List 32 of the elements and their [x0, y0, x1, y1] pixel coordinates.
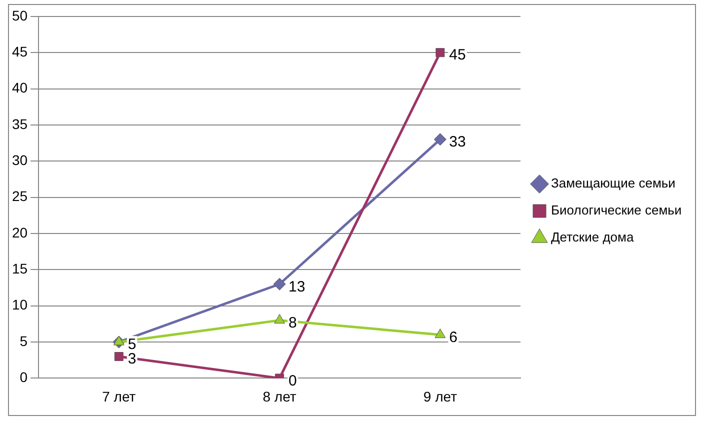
data-label: 13	[288, 278, 306, 296]
point	[113, 336, 124, 346]
point	[114, 352, 124, 361]
y-tick-label: 40	[12, 80, 28, 96]
legend-label: Замещающие семьи	[551, 176, 676, 191]
y-tick-label: 5	[20, 332, 28, 349]
data-label: 8	[288, 314, 297, 332]
y-tick-label: 10	[12, 296, 28, 313]
data-label: 3	[128, 350, 136, 368]
y-tick-label: 15	[12, 260, 28, 277]
point	[434, 328, 446, 338]
y-tick-label: 45	[12, 43, 28, 60]
data-label: 6	[449, 328, 458, 346]
data-label: 5	[128, 336, 136, 354]
x-tick-label: 7 лет	[102, 388, 136, 404]
x-tick-label: 9 лет	[423, 388, 458, 404]
data-label: 45	[449, 46, 466, 64]
y-tick-label: 25	[12, 188, 28, 204]
point	[434, 133, 446, 146]
y-tick-label: 50	[12, 7, 28, 24]
y-tick-label: 35	[12, 116, 28, 132]
point	[273, 278, 286, 290]
y-tick-label: 0	[20, 369, 28, 386]
point	[436, 48, 445, 58]
legend-label: Биологические семьи	[551, 202, 682, 218]
point	[274, 314, 285, 324]
y-tick-label: 30	[12, 152, 28, 168]
y-tick-label: 20	[12, 224, 28, 240]
data-label: 0	[288, 372, 297, 390]
legend-label: Детские дома	[551, 230, 634, 245]
x-tick-label: 8 лет	[262, 388, 297, 404]
data-label: 33	[449, 134, 466, 151]
